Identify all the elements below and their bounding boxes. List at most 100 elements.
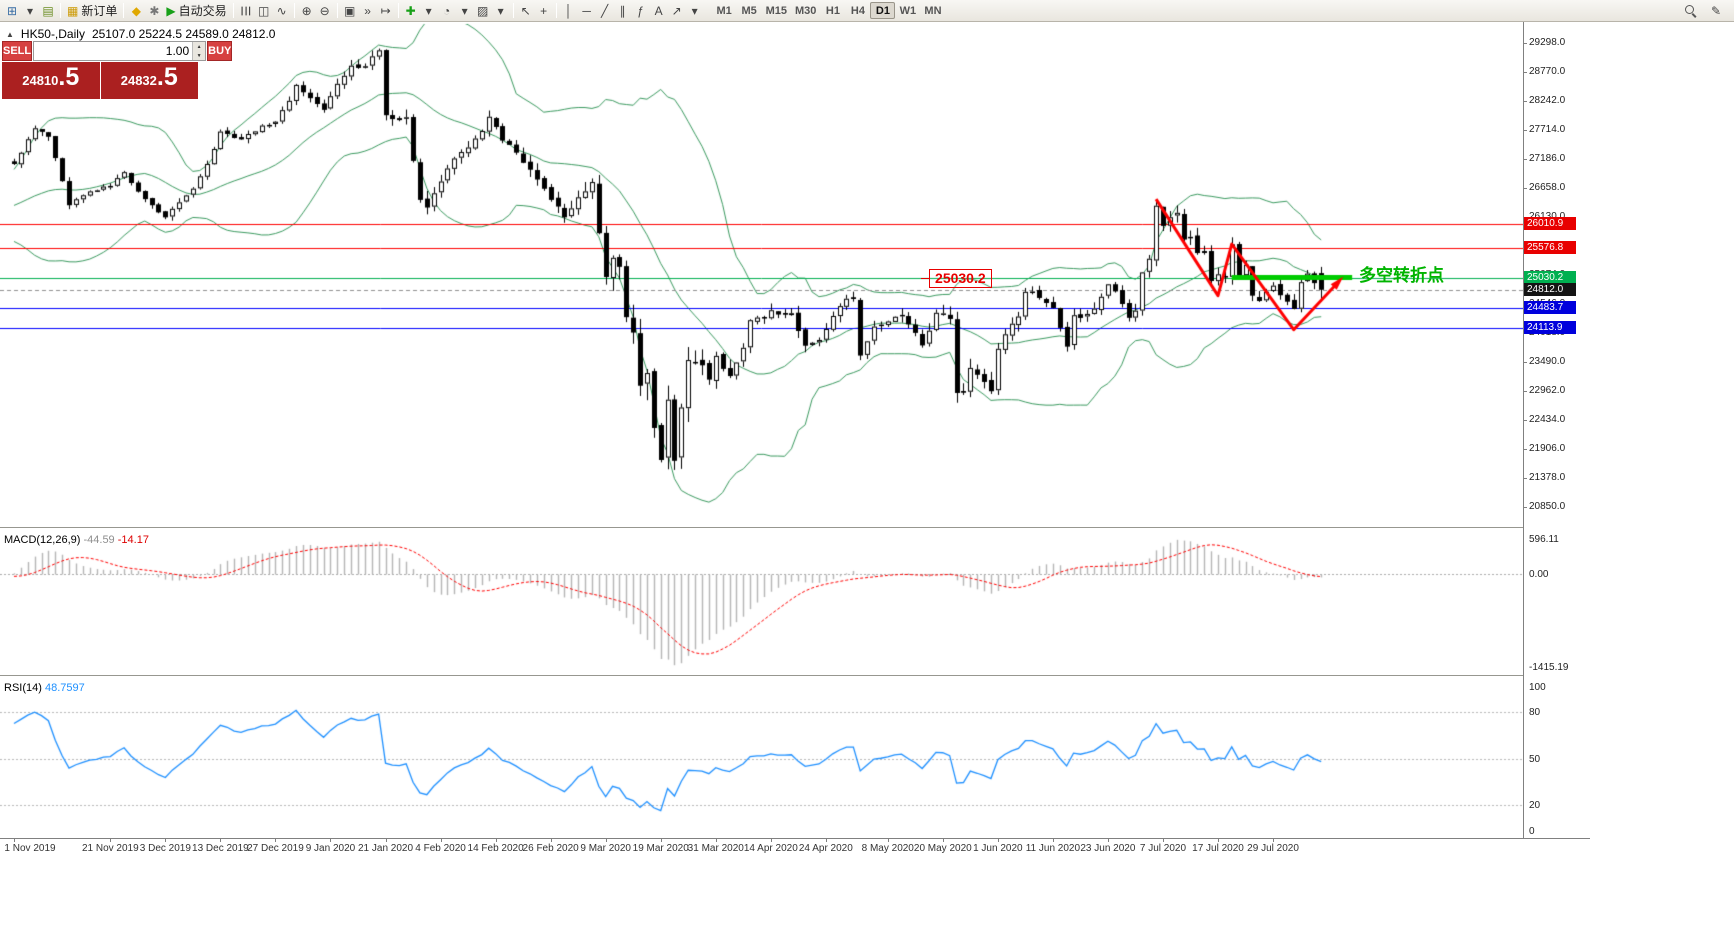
new-order-button-label: 新订单 [81, 4, 118, 18]
periods-button[interactable]: ◔ [438, 2, 456, 20]
timeframe-m15[interactable]: M15 [762, 2, 791, 19]
date-label: 7 Jul 2020 [1139, 843, 1187, 854]
autotrading-button[interactable]: ▶ 自动交易 [163, 2, 229, 20]
volume-increase-button[interactable]: ▲ [193, 42, 206, 51]
tile-windows-button[interactable]: ▣ [341, 2, 359, 20]
search-button[interactable] [1681, 2, 1699, 20]
panel-separator-rsi[interactable] [0, 675, 1590, 677]
chart-shift-icon: ↦ [380, 3, 391, 18]
bars-button[interactable]: ☰ [237, 2, 255, 20]
horizontal-line-button[interactable]: ─ [578, 2, 596, 20]
timeframe-m30[interactable]: M30 [791, 2, 820, 19]
line-chart-button[interactable]: ∿ [273, 2, 291, 20]
indicators-button[interactable]: ✚ [402, 2, 420, 20]
chart-dropdown[interactable]: ▾ [21, 2, 39, 20]
time-axis[interactable]: 1 Nov 2019 21 Nov 2019 3 Dec 2019 13 Dec 20… [0, 838, 1590, 856]
channel-button[interactable]: ∥ [614, 2, 632, 20]
text-button[interactable]: A [650, 2, 668, 20]
rsi-label: RSI(14) 48.7597 [4, 682, 85, 694]
macd-label: MACD(12,26,9) -44.59 -14.17 [4, 534, 149, 546]
date-tick-mark [888, 839, 889, 842]
timeframe-w1[interactable]: W1 [895, 2, 920, 19]
price-level-annotation[interactable]: 25030.2 [921, 268, 992, 288]
buy-price-main: 24832 [120, 73, 157, 88]
date-tick-mark [1163, 839, 1164, 842]
cursor-button[interactable]: ↖ [517, 2, 535, 20]
buy-price-frac: .5 [156, 63, 178, 91]
sell-button[interactable]: SELL [2, 41, 33, 61]
timeframe-d1[interactable]: D1 [870, 2, 896, 19]
macd-tick-label: 596.11 [1529, 534, 1559, 545]
date-label: 9 Mar 2020 [580, 843, 631, 854]
price-axis[interactable]: 29298.0 28770.0 28242.0 27714.0 27186.0 26658… [1523, 22, 1590, 838]
date-tick-mark [165, 839, 166, 842]
date-label: 17 Jul 2020 [1192, 843, 1244, 854]
metaeditor-button[interactable]: ◆ [127, 2, 145, 20]
zoom-out-icon: ⊖ [319, 3, 330, 18]
auto-scroll-button[interactable]: » [359, 2, 377, 20]
date-tick-mark [330, 839, 331, 842]
buy-button[interactable]: BUY [207, 41, 233, 61]
timeframe-m1[interactable]: M1 [712, 2, 737, 19]
crosshair-button[interactable]: + [535, 2, 553, 20]
zoom-in-button[interactable]: ⊕ [298, 2, 316, 20]
shapes-dropdown[interactable]: ▾ [686, 2, 704, 20]
one-click-collapse-icon[interactable]: ▲ [6, 29, 14, 39]
candles-button[interactable]: ◫ [255, 2, 273, 20]
timeframe-h4[interactable]: H4 [845, 2, 870, 19]
toolbar-button-group: ⊞ ▾ ▤ ▦ 新订单 ◆ ✱ ▶ 自动交易 ☰ ◫ ∿ ⊕ ⊖ ▣» ↦ ✚ ▾ ◔ ▾ ▨ ▾ ↖ + │ ─ ╱ ∥ ƒ A ↗ ▾ [3, 2, 704, 20]
timeframe-h1[interactable]: H1 [820, 2, 845, 19]
timeframe-m5[interactable]: M5 [737, 2, 762, 19]
indicators-dropdown[interactable]: ▾ [420, 2, 438, 20]
price-tick-mark [1524, 507, 1527, 508]
panel-separator-macd[interactable] [0, 527, 1590, 529]
date-tick-mark [716, 839, 717, 842]
toolbar-separator [336, 3, 338, 18]
volume-input[interactable] [34, 42, 193, 60]
zoom-out-button[interactable]: ⊖ [316, 2, 334, 20]
date-label: 20 May 2020 [913, 843, 972, 854]
templates-button[interactable]: ▨ [474, 2, 492, 20]
price-tick-mark [1524, 43, 1527, 44]
price-tick-mark [1524, 159, 1527, 160]
templates-icon: ▨ [476, 3, 489, 18]
date-tick-mark [496, 839, 497, 842]
options-button[interactable]: ✱ [145, 2, 163, 20]
date-tick-mark [1218, 839, 1219, 842]
macd-main-value: -44.59 [83, 534, 115, 546]
new-order-button[interactable]: ▦ 新订单 [64, 2, 120, 20]
date-tick-mark [110, 839, 111, 842]
vertical-line-button[interactable]: │ [560, 2, 578, 20]
line-chart-icon: ∿ [276, 3, 287, 18]
profiles-button[interactable]: ▤ [39, 2, 57, 20]
trendline-icon: ╱ [600, 3, 609, 18]
volume-decrease-button[interactable]: ▼ [193, 51, 206, 60]
chart-shift-button[interactable]: ↦ [377, 2, 395, 20]
turning-point-annotation[interactable]: 多空转折点 [1359, 266, 1445, 286]
bid-price-badge: 24812.0 [1524, 282, 1576, 296]
vertical-line-icon: │ [564, 3, 573, 18]
buy-price[interactable]: 24832.5 [100, 62, 198, 99]
price-tick-label: 27714.0 [1529, 124, 1566, 136]
shapes-icon: ▾ [691, 3, 698, 18]
fibonacci-button[interactable]: ƒ [632, 2, 650, 20]
price-tick-label: 21906.0 [1529, 443, 1566, 455]
arrows-button[interactable]: ↗ [668, 2, 686, 20]
date-label: 26 Feb 2020 [522, 843, 579, 854]
templates-dropdown[interactable]: ▾ [492, 2, 510, 20]
chart-canvas[interactable] [0, 22, 1523, 838]
date-label: 13 Dec 2019 [192, 843, 249, 854]
sell-price[interactable]: 24810.5 [2, 62, 100, 99]
date-tick-mark [1108, 839, 1109, 842]
edit-button[interactable]: ✎ [1707, 2, 1725, 20]
timeframe-mn[interactable]: MN [920, 2, 945, 19]
price-tick-label: 27186.0 [1529, 153, 1566, 165]
templates-icon: ▾ [497, 3, 504, 18]
price-line-badge: 24113.9 [1524, 320, 1576, 334]
search-icon [1684, 5, 1696, 16]
new-chart-button[interactable]: ⊞ [3, 2, 21, 20]
candles-icon: ◫ [257, 3, 270, 18]
trendline-button[interactable]: ╱ [596, 2, 614, 20]
periods-dropdown[interactable]: ▾ [456, 2, 474, 20]
date-tick-mark [771, 839, 772, 842]
